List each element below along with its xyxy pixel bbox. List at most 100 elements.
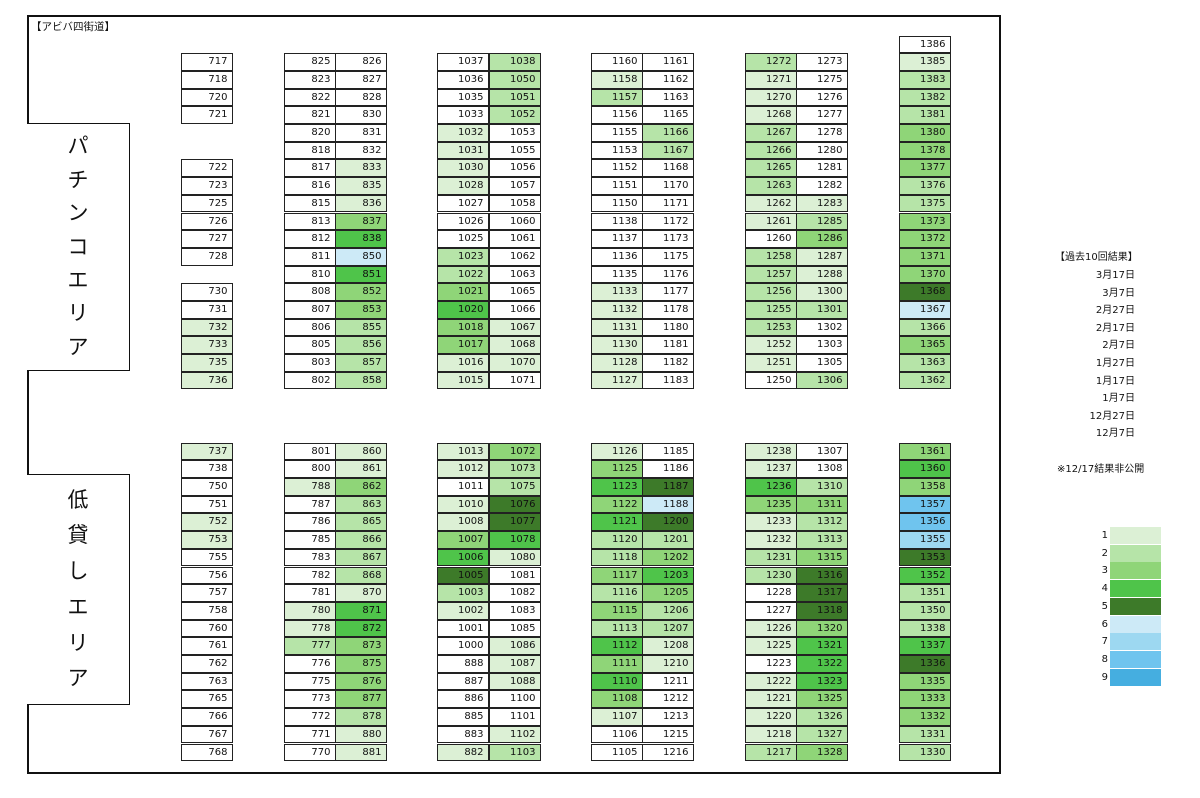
machine-cell-1181: 1181 [642,336,694,355]
machine-cell-1177: 1177 [642,283,694,301]
machine-cell-1153: 1153 [591,141,643,160]
machine-cell-1263: 1263 [745,177,797,195]
machine-cell-1316: 1316 [796,566,848,585]
machine-cell-1258: 1258 [745,247,797,266]
result-date: 12月27日 [1089,410,1135,422]
machine-cell-1056: 1056 [489,159,541,178]
machine-cell-1030: 1030 [437,159,489,178]
scale-level-label: 4 [1101,583,1108,595]
machine-cell-867: 867 [335,548,387,567]
machine-cell-806: 806 [284,318,336,337]
machine-cell-1212: 1212 [642,690,694,709]
machine-cell-1006: 1006 [437,548,489,567]
machine-cell-852: 852 [335,283,387,301]
machine-cell-826: 826 [335,53,387,71]
machine-cell-817: 817 [284,159,336,178]
machine-cell-728: 728 [181,247,233,266]
machine-cell-1375: 1375 [899,194,951,213]
result-date: 2月27日 [1095,305,1135,317]
machine-cell-1381: 1381 [899,106,951,124]
machine-cell-1378: 1378 [899,141,951,160]
machine-cell-1210: 1210 [642,655,694,673]
machine-cell-853: 853 [335,301,387,319]
machine-cell-1300: 1300 [796,283,848,301]
machine-cell-1331: 1331 [899,725,951,744]
machine-cell-1081: 1081 [489,566,541,585]
machine-cell-1288: 1288 [796,265,848,284]
scale-level-label: 5 [1101,600,1108,612]
machine-cell-1171: 1171 [642,194,694,213]
machine-cell-1275: 1275 [796,70,848,89]
pachinko-area-char: リ [67,301,89,326]
pachinko-area-char: コ [67,234,89,259]
machine-cell-1023: 1023 [437,247,489,266]
machine-cell-1152: 1152 [591,159,643,178]
machine-cell-815: 815 [284,194,336,213]
machine-cell-1336: 1336 [899,655,951,673]
machine-cell-1070: 1070 [489,354,541,372]
machine-cell-1321: 1321 [796,637,848,655]
machine-cell-1332: 1332 [899,708,951,726]
machine-cell-1237: 1237 [745,460,797,478]
machine-cell-1287: 1287 [796,247,848,266]
result-date: 2月7日 [1102,340,1135,352]
machine-cell-1178: 1178 [642,301,694,319]
machine-cell-1062: 1062 [489,247,541,266]
machine-cell-1311: 1311 [796,495,848,514]
machine-cell-1008: 1008 [437,513,489,532]
machine-cell-1130: 1130 [591,336,643,355]
machine-cell-1116: 1116 [591,584,643,602]
machine-cell-1068: 1068 [489,336,541,355]
machine-cell-1317: 1317 [796,584,848,602]
scale-swatch [1110,580,1161,598]
machine-cell-731: 731 [181,301,233,319]
machine-cell-1106: 1106 [591,725,643,744]
machine-cell-1033: 1033 [437,106,489,124]
machine-cell-1377: 1377 [899,159,951,178]
machine-cell-1380: 1380 [899,124,951,142]
machine-cell-1277: 1277 [796,106,848,124]
machine-cell-1250: 1250 [745,371,797,390]
machine-cell-1335: 1335 [899,672,951,691]
pachinko-area-char: ン [67,201,89,226]
machine-cell-1303: 1303 [796,336,848,355]
machine-cell-1216: 1216 [642,743,694,762]
machine-cell-1122: 1122 [591,495,643,514]
machine-cell-1222: 1222 [745,672,797,691]
machine-cell-1121: 1121 [591,513,643,532]
machine-cell-756: 756 [181,566,233,585]
machine-cell-880: 880 [335,725,387,744]
machine-cell-1233: 1233 [745,513,797,532]
machine-cell-883: 883 [437,725,489,744]
machine-cell-783: 783 [284,548,336,567]
scale-level-label: 7 [1101,636,1108,648]
machine-cell-1158: 1158 [591,70,643,89]
machine-cell-718: 718 [181,70,233,89]
low-rent-area-char: エ [67,594,89,619]
machine-cell-1082: 1082 [489,584,541,602]
machine-cell-878: 878 [335,708,387,726]
machine-cell-1086: 1086 [489,637,541,655]
machine-cell-1067: 1067 [489,318,541,337]
machine-cell-1053: 1053 [489,124,541,142]
machine-cell-1202: 1202 [642,548,694,567]
machine-cell-802: 802 [284,371,336,390]
machine-cell-1007: 1007 [437,531,489,549]
machine-cell-736: 736 [181,371,233,390]
machine-cell-732: 732 [181,318,233,337]
machine-cell-1208: 1208 [642,637,694,655]
result-date: 1月27日 [1095,358,1135,369]
machine-cell-788: 788 [284,478,336,496]
machine-cell-862: 862 [335,478,387,496]
machine-cell-1255: 1255 [745,301,797,319]
machine-cell-861: 861 [335,460,387,478]
machine-cell-1357: 1357 [899,495,951,514]
machine-cell-1278: 1278 [796,124,848,142]
scale-swatch [1110,527,1161,544]
machine-cell-1268: 1268 [745,106,797,124]
machine-cell-723: 723 [181,177,233,195]
machine-cell-807: 807 [284,301,336,319]
machine-cell-1217: 1217 [745,743,797,762]
machine-cell-811: 811 [284,247,336,266]
machine-cell-835: 835 [335,177,387,195]
